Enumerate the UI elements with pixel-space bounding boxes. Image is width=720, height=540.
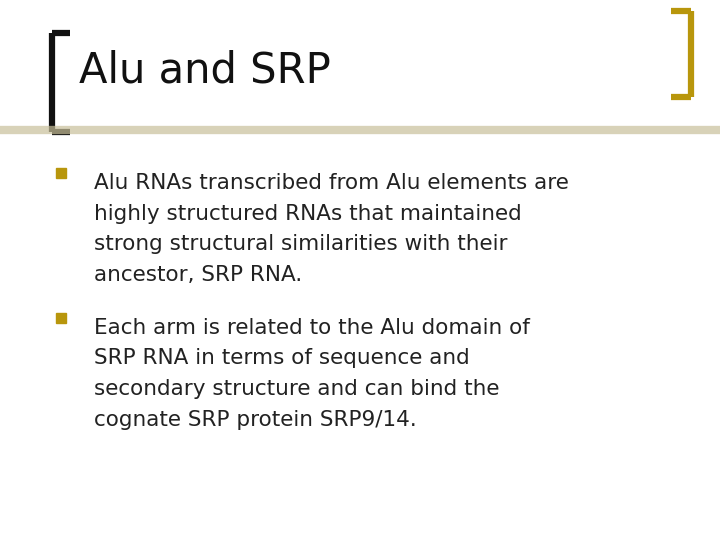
Text: strong structural similarities with their: strong structural similarities with thei… — [94, 234, 507, 254]
Text: cognate SRP protein SRP9/14.: cognate SRP protein SRP9/14. — [94, 410, 416, 430]
Text: Each arm is related to the Alu domain of: Each arm is related to the Alu domain of — [94, 318, 529, 338]
Text: Alu RNAs transcribed from Alu elements are: Alu RNAs transcribed from Alu elements a… — [94, 173, 569, 193]
Text: highly structured RNAs that maintained: highly structured RNAs that maintained — [94, 204, 521, 224]
Text: Alu and SRP: Alu and SRP — [79, 49, 331, 91]
Text: ancestor, SRP RNA.: ancestor, SRP RNA. — [94, 265, 302, 285]
Text: SRP RNA in terms of sequence and: SRP RNA in terms of sequence and — [94, 348, 469, 368]
Text: secondary structure and can bind the: secondary structure and can bind the — [94, 379, 499, 399]
